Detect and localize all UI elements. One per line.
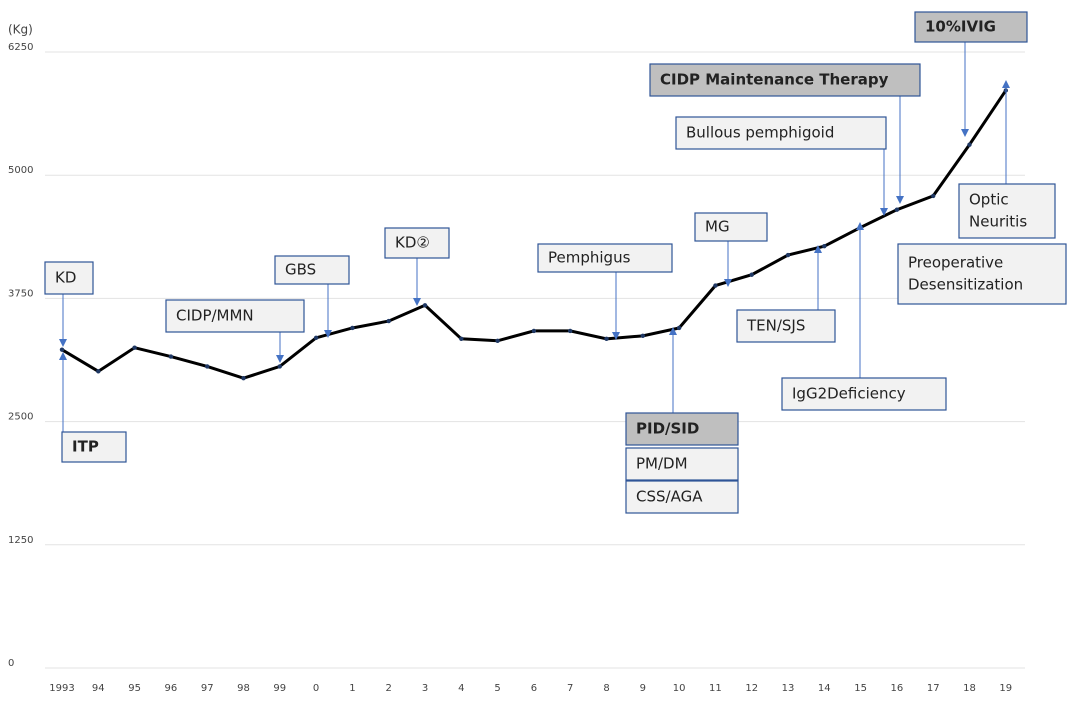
data-point	[422, 303, 428, 308]
data-point	[241, 376, 246, 381]
annotation-text: IgG2Deficiency	[792, 385, 906, 403]
annotation-text: Desensitization	[908, 276, 1023, 294]
data-point	[495, 338, 500, 343]
x-tick-label: 1	[349, 683, 355, 694]
x-tick-label: 10	[673, 683, 686, 694]
annotation-box	[958, 183, 1056, 239]
annotation-box	[61, 431, 127, 463]
annotation-text: Preoperative	[908, 254, 1003, 272]
x-tick-label: 14	[818, 683, 831, 694]
y-axis-label: (Kg)	[8, 23, 33, 37]
annotation-box	[537, 243, 673, 273]
annotation-text: 10%IVIG	[925, 18, 996, 36]
x-tick-label: 16	[891, 683, 904, 694]
x-tick-label: 96	[165, 683, 178, 694]
x-tick-label: 18	[963, 683, 976, 694]
data-point	[132, 345, 137, 350]
annotation-box	[897, 243, 1067, 305]
y-tick-label: 0	[8, 658, 14, 669]
annotation-box	[44, 261, 94, 295]
data-point	[205, 364, 210, 369]
x-tick-label: 4	[458, 683, 464, 694]
annotation-text: MG	[705, 218, 730, 236]
data-point	[350, 325, 355, 331]
data-point	[604, 336, 609, 342]
y-tick-label: 6250	[8, 42, 33, 53]
data-point	[858, 225, 863, 230]
x-tick-label: 0	[313, 683, 319, 694]
annotation-box	[736, 309, 836, 343]
annotation-box	[165, 299, 305, 333]
x-tick-label: 99	[273, 683, 286, 694]
x-tick-label: 11	[709, 683, 722, 694]
annotation-text: CIDP/MMN	[176, 307, 254, 325]
x-tick-label: 7	[567, 683, 573, 694]
x-tick-label: 3	[422, 683, 428, 694]
x-tick-label: 6	[531, 683, 537, 694]
annotation-box	[625, 412, 739, 446]
y-tick-label: 3750	[8, 288, 33, 299]
annotation-text: Neuritis	[969, 213, 1027, 231]
x-tick-label: 9	[640, 683, 646, 694]
data-point	[931, 193, 936, 199]
annotation-text: Bullous pemphigoid	[686, 124, 834, 142]
data-point	[676, 325, 682, 331]
y-tick-label: 1250	[8, 535, 33, 546]
annotation-text: PM/DM	[636, 455, 688, 473]
data-point	[168, 354, 174, 359]
annotation-box	[675, 116, 887, 150]
annotation-box	[625, 480, 739, 514]
annotation-text: CIDP Maintenance Therapy	[660, 71, 889, 89]
data-point	[568, 328, 573, 334]
data-point	[459, 336, 464, 342]
annotation-text: Pemphigus	[548, 249, 631, 267]
x-tick-label: 94	[92, 683, 105, 694]
annotation-box	[781, 377, 947, 411]
annotation-box	[914, 11, 1028, 43]
x-tick-label: 97	[201, 683, 214, 694]
data-point	[531, 328, 537, 334]
annotation-text: CSS/AGA	[636, 488, 703, 506]
data-point	[640, 333, 645, 339]
x-tick-label: 2	[386, 683, 392, 694]
x-tick-label: 17	[927, 683, 940, 694]
annotation-text: TEN/SJS	[746, 317, 805, 335]
annotation-box	[625, 447, 739, 481]
x-tick-label: 19	[999, 683, 1012, 694]
annotation-text: ITP	[72, 438, 99, 456]
data-point	[313, 335, 319, 341]
data-point	[59, 347, 65, 352]
data-point	[822, 243, 827, 249]
data-point	[785, 252, 791, 258]
x-tick-label: 12	[745, 683, 758, 694]
y-tick-label: 2500	[8, 412, 33, 423]
data-point	[749, 272, 754, 277]
data-point	[967, 142, 972, 147]
data-point	[277, 364, 282, 369]
data-point	[386, 318, 391, 324]
x-tick-label: 8	[603, 683, 609, 694]
data-point	[96, 369, 101, 374]
x-tick-label: 13	[782, 683, 795, 694]
data-point	[894, 207, 900, 212]
y-tick-label: 5000	[8, 165, 33, 176]
annotation-box	[694, 212, 768, 242]
annotation-text: KD②	[395, 234, 430, 252]
annotation-box	[384, 227, 450, 259]
annotation-box	[274, 255, 350, 285]
annotation-text: PID/SID	[636, 420, 699, 438]
x-tick-label: 15	[854, 683, 867, 694]
annotation-text: GBS	[285, 261, 316, 279]
annotation-text: KD	[55, 269, 76, 287]
annotation-text: Optic	[969, 191, 1009, 209]
x-tick-label: 5	[494, 683, 500, 694]
x-tick-label: 95	[128, 683, 141, 694]
data-point	[713, 283, 718, 288]
annotation-box	[649, 63, 921, 97]
x-tick-label: 98	[237, 683, 250, 694]
x-tick-label: 1993	[49, 683, 74, 694]
